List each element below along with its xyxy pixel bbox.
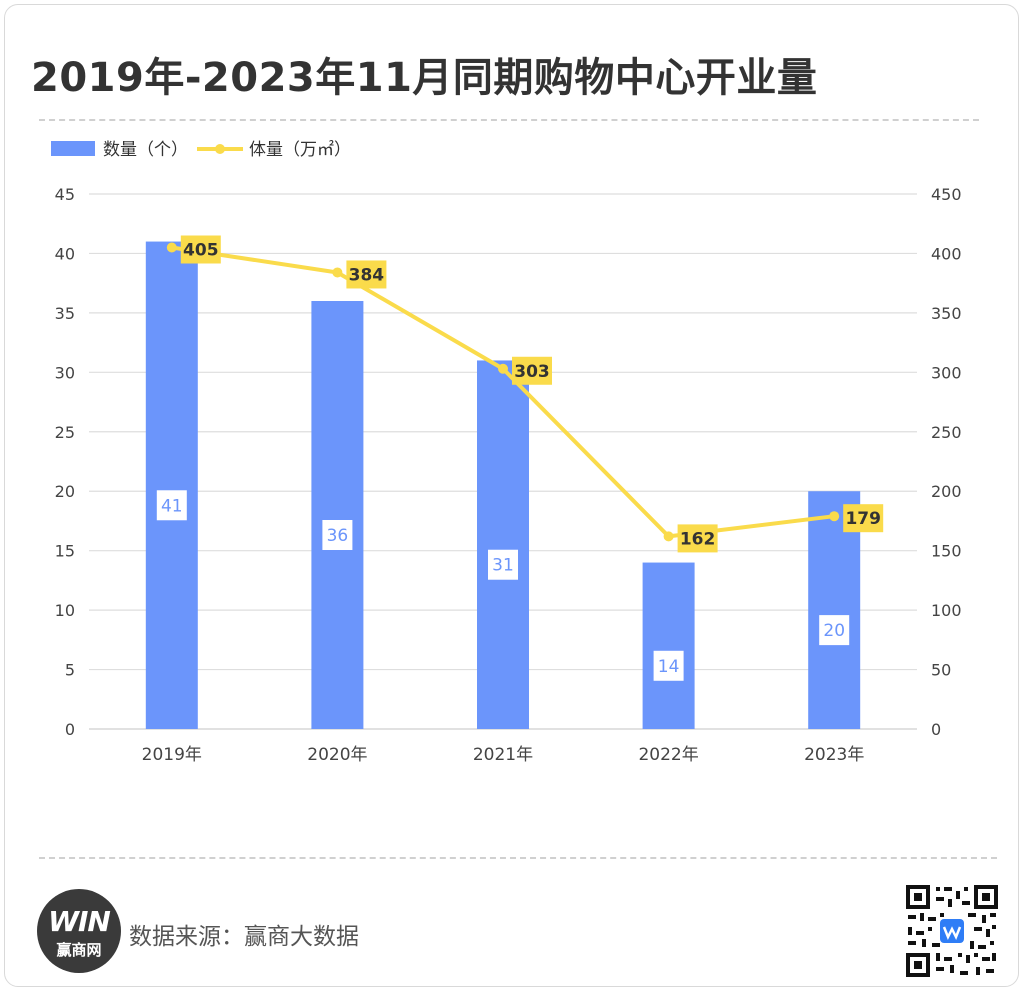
y-left-tick-label: 40 <box>55 244 75 263</box>
y-left-tick-label: 0 <box>65 720 75 739</box>
y-right-tick-label: 50 <box>931 661 951 680</box>
x-tick-label: 2022年 <box>638 745 698 765</box>
y-right-tick-label: 150 <box>931 542 962 561</box>
legend-bar-label: 数量（个） <box>103 140 188 160</box>
line-value-label: 303 <box>514 362 550 382</box>
y-left-tick-label: 20 <box>55 482 75 501</box>
y-left-tick-label: 45 <box>55 185 75 204</box>
y-left-tick-label: 35 <box>55 304 75 323</box>
y-left-tick-label: 30 <box>55 363 75 382</box>
line-point <box>663 531 674 542</box>
y-right-tick-label: 200 <box>931 482 962 501</box>
bar-value-label-bg <box>156 490 187 521</box>
bar <box>477 360 529 729</box>
legend-bar-swatch <box>51 141 95 156</box>
x-tick-label: 2020年 <box>307 745 367 765</box>
y-left-tick-label: 25 <box>55 423 75 442</box>
logo-label: 赢商网 <box>56 941 102 959</box>
legend-line-label: 体量（万㎡） <box>249 140 351 160</box>
y-right-tick-label: 400 <box>931 244 962 263</box>
y-right-tick-label: 350 <box>931 304 962 323</box>
y-right-tick-label: 100 <box>931 601 962 620</box>
y-right-tick-label: 450 <box>931 185 962 204</box>
bar-line-chart: 0510152025303540450501001502002503003504… <box>51 140 962 765</box>
bottom-divider <box>39 857 997 859</box>
chart-card: 2019年-2023年11月同期购物中心开业量 0 5 10 15 20 25 30 35 40… <box>4 4 1019 987</box>
line-point <box>166 242 177 253</box>
y-right-tick-label: 300 <box>931 363 962 382</box>
line-value-label: 405 <box>183 241 219 261</box>
bar-value-label-bg <box>322 520 353 550</box>
y-right-tick-label: 250 <box>931 423 962 442</box>
bar <box>642 562 695 729</box>
line-value-label-bg <box>843 504 884 533</box>
page-title: 2019年-2023年11月同期购物中心开业量 <box>31 55 818 101</box>
line-point <box>498 363 508 374</box>
y-left-tick-label: 5 <box>65 661 75 680</box>
y-right-tick-label: 0 <box>931 720 941 739</box>
bar-value-label-bg <box>819 615 850 646</box>
line-value-label-bg <box>512 356 552 385</box>
x-tick-label: 2021年 <box>473 745 533 765</box>
line-point <box>829 511 840 522</box>
line-value-label-bg <box>180 235 221 264</box>
y-left-tick-label: 10 <box>55 601 75 620</box>
bar-value-label: 31 <box>492 556 514 576</box>
bar-value-label: 14 <box>658 657 680 677</box>
bar-value-label-bg <box>653 650 684 681</box>
line-point <box>332 267 343 278</box>
bar-value-label-bg <box>488 549 518 580</box>
top-divider <box>39 119 979 121</box>
line-value-label: 384 <box>349 265 385 285</box>
legend-line-marker <box>215 144 225 154</box>
bar-value-label: 20 <box>823 621 845 641</box>
logo-mark: WIN <box>48 905 111 938</box>
line-value-label-bg <box>677 524 718 553</box>
data-source-note: 数据来源：赢商大数据 <box>129 924 359 950</box>
x-tick-label: 2019年 <box>142 745 202 765</box>
line-value-label: 179 <box>845 509 881 529</box>
bar-value-label: 41 <box>161 496 183 516</box>
y-left-tick-label: 15 <box>55 542 75 561</box>
line-value-label: 162 <box>680 529 716 549</box>
bar <box>145 241 198 730</box>
line-value-label-bg <box>346 260 387 289</box>
x-tick-label: 2023年 <box>804 745 864 765</box>
bar-value-label: 36 <box>327 526 349 546</box>
bar <box>311 301 364 729</box>
qr-code-icon <box>904 883 1000 979</box>
winshang-logo: WIN 赢商网 <box>37 889 121 973</box>
